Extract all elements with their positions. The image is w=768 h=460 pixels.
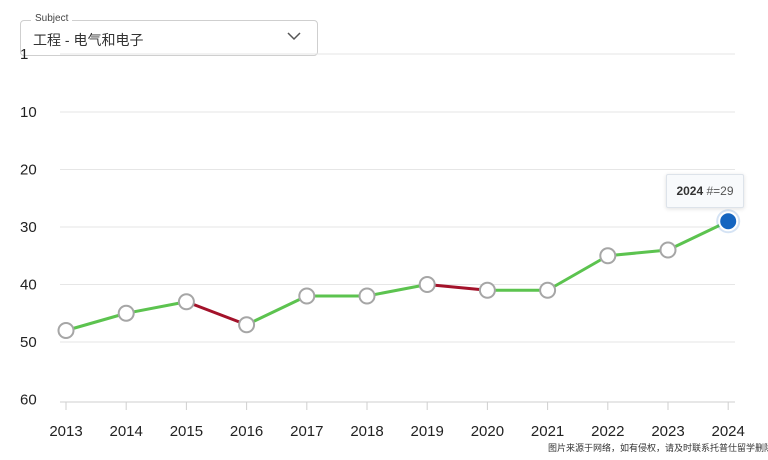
subject-select[interactable]: Subject 工程 - 电气和电子 [20,13,318,56]
x-tick-label: 2014 [110,423,143,440]
chevron-down-icon [287,32,301,41]
x-tick-label: 2023 [651,423,684,440]
x-tick-label: 2022 [591,423,624,440]
series-line-segment [606,248,670,258]
watermark-text: 图片来源于网络，如有侵权，请及时联系托普仕留学删除 [548,443,768,453]
y-tick-label: 1 [20,46,28,63]
y-tick-label: 60 [20,392,37,409]
x-tick-label: 2024 [712,423,745,440]
data-point[interactable] [238,316,256,334]
chart-tooltip: 2024 #=29 [666,174,744,208]
series-line-segment [365,283,429,298]
series-line-segment [245,294,309,327]
data-point[interactable] [539,281,557,299]
data-point[interactable] [358,287,376,305]
series-line-segment [425,283,489,292]
series-line-segment [124,300,188,315]
tooltip-year: 2024 [676,184,704,198]
data-point[interactable] [117,304,135,322]
data-point[interactable] [298,287,316,305]
series-line-segment [184,300,249,327]
y-tick-label: 50 [20,334,37,351]
data-point[interactable] [57,322,75,339]
y-tick-label: 10 [20,104,37,121]
x-tick-label: 2019 [411,423,444,440]
data-point[interactable] [177,293,195,311]
data-point-highlighted[interactable] [718,211,739,232]
x-tick-label: 2013 [49,423,82,440]
x-tick-label: 2018 [350,423,383,440]
subject-value: 工程 - 电气和电子 [33,32,144,48]
series-line-segment [64,311,128,332]
y-tick-label: 40 [20,277,37,294]
tooltip-rank: #=29 [706,184,734,198]
y-tick-label: 30 [20,219,37,236]
data-point[interactable] [599,247,617,265]
x-tick-label: 2016 [230,423,263,440]
data-point[interactable] [478,281,496,299]
series-line-segment [666,219,730,252]
data-point[interactable] [418,276,436,293]
x-tick-label: 2015 [170,423,203,440]
x-tick-label: 2017 [290,423,323,440]
data-point[interactable] [659,241,677,259]
x-tick-label: 2021 [531,423,564,440]
x-tick-label: 2020 [471,423,504,440]
series-line-segment [546,254,610,292]
y-tick-label: 20 [20,162,37,179]
subject-legend: Subject [31,13,73,24]
